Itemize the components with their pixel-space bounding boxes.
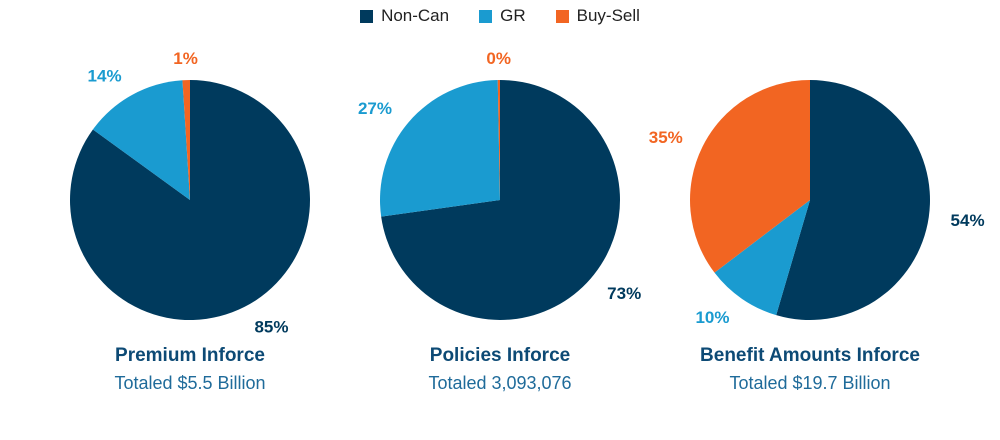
legend-label-non-can: Non-Can	[381, 6, 450, 25]
pie-slice-policies-inforce-non-can	[381, 80, 621, 320]
pie-label-benefit-amounts-inforce-gr: 10%	[695, 308, 729, 327]
legend-item-non-can: Non-Can	[360, 6, 449, 26]
pie-slice-benefit-amounts-inforce-non-can	[776, 80, 930, 320]
chart-subtitle-benefit-amounts-inforce: Totaled $19.7 Billion	[729, 373, 891, 393]
legend-swatch-gr	[479, 9, 493, 23]
chart-legend: Non-Can GR Buy-Sell	[0, 6, 1000, 26]
chart-subtitle-policies-inforce: Totaled 3,093,076	[428, 373, 572, 393]
chart-title-premium-inforce: Premium Inforce	[115, 345, 265, 366]
pie-label-policies-inforce-gr: 27%	[358, 99, 392, 118]
legend-item-gr: GR	[479, 6, 526, 26]
pie-slice-premium-inforce-gr	[92, 80, 190, 200]
chart-title-policies-inforce: Policies Inforce	[429, 345, 571, 366]
pie-label-benefit-amounts-inforce-non-can: 54%	[951, 211, 985, 230]
pie-label-policies-inforce-buy-sell: 0%	[486, 49, 511, 68]
pie-slice-policies-inforce-gr	[380, 80, 500, 217]
legend-item-buy-sell: Buy-Sell	[555, 6, 640, 26]
legend-label-gr: GR	[500, 6, 526, 25]
chart-subtitle-premium-inforce: Totaled $5.5 Billion	[114, 373, 266, 393]
pie-slice-premium-inforce-buy-sell	[182, 80, 190, 200]
pie-label-premium-inforce-non-can: 85%	[254, 318, 288, 337]
pie-label-premium-inforce-buy-sell: 1%	[173, 49, 198, 68]
pie-label-policies-inforce-non-can: 73%	[607, 284, 641, 303]
pie-slice-premium-inforce-non-can	[70, 80, 310, 321]
pie-label-premium-inforce-gr: 14%	[88, 67, 122, 86]
pie-label-benefit-amounts-inforce-buy-sell: 35%	[649, 128, 683, 147]
legend-label-buy-sell: Buy-Sell	[576, 6, 640, 25]
pie-slice-benefit-amounts-inforce-gr	[714, 200, 810, 316]
legend-swatch-non-can	[360, 9, 374, 23]
chart-title-benefit-amounts-inforce: Benefit Amounts Inforce	[700, 345, 920, 366]
legend-swatch-buy-sell	[555, 9, 569, 23]
pie-slice-benefit-amounts-inforce-buy-sell	[690, 80, 810, 273]
pie-slice-policies-inforce-buy-sell	[497, 80, 500, 200]
